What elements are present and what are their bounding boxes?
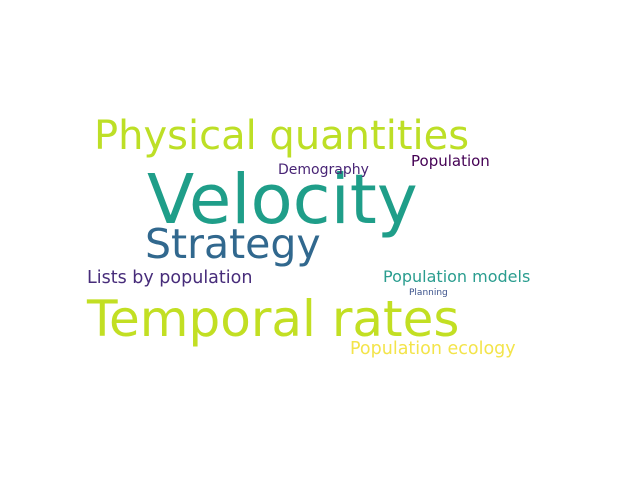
word-lists-by-population: Lists by population: [87, 268, 253, 288]
word-physical-quantities: Physical quantities: [94, 113, 470, 159]
word-planning: Planning: [409, 288, 448, 298]
word-temporal-rates: Temporal rates: [87, 290, 460, 348]
word-population-ecology: Population ecology: [350, 339, 516, 359]
word-strategy: Strategy: [145, 220, 321, 268]
word-population: Population: [411, 152, 490, 170]
word-demography: Demography: [278, 162, 369, 178]
word-velocity: Velocity: [147, 160, 418, 240]
word-population-models: Population models: [383, 267, 531, 286]
